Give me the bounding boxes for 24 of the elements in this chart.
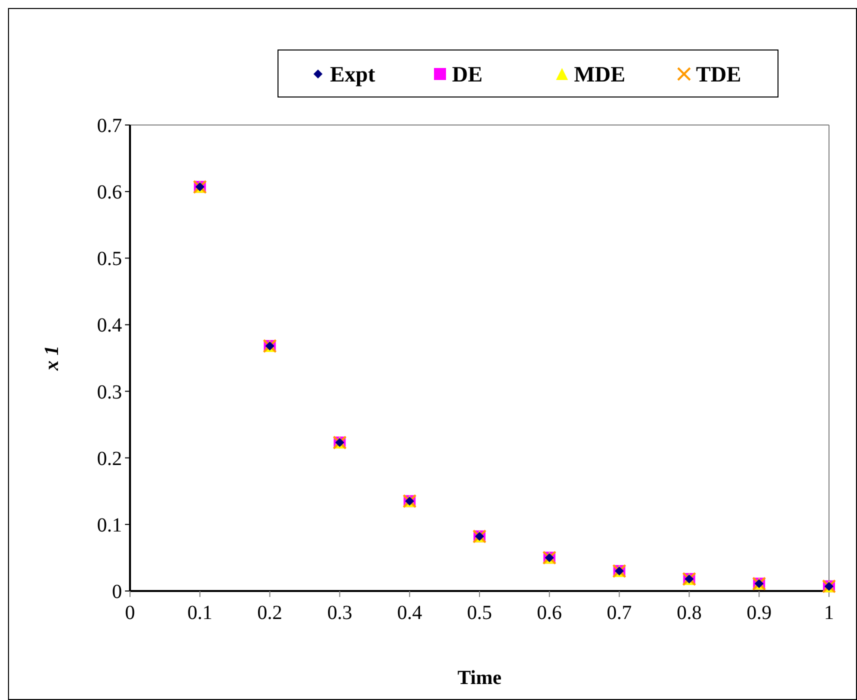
legend-label: MDE — [574, 62, 626, 87]
y-tick-label: 0.5 — [97, 248, 122, 270]
x-tick-label: 0.5 — [467, 602, 492, 624]
y-tick-label: 0.6 — [97, 182, 122, 204]
x-tick-label: 0.1 — [187, 602, 212, 624]
x-tick-label: 0.7 — [606, 602, 632, 624]
legend-label: Expt — [330, 62, 376, 87]
y-axis-title: x 1 — [41, 346, 63, 372]
x-tick-label: 0.3 — [327, 602, 352, 624]
y-tick-label: 0.2 — [97, 448, 122, 470]
x-tick-label: 0.9 — [746, 602, 772, 624]
x-tick-label: 0.6 — [536, 602, 562, 624]
y-tick-label: 0.4 — [97, 314, 122, 337]
legend-label: TDE — [696, 62, 742, 87]
x-tick-label: 0.4 — [397, 602, 422, 624]
x-tick-label: 0.2 — [257, 602, 282, 624]
x-axis-title: Time — [457, 667, 502, 689]
y-tick-label: 0.7 — [97, 115, 122, 137]
x-tick-label: 1 — [824, 602, 834, 624]
y-tick-label: 0 — [112, 581, 122, 603]
y-tick-label: 0.3 — [97, 381, 122, 404]
legend-label: DE — [452, 62, 483, 87]
y-tick-label: 0.1 — [97, 514, 122, 536]
x-tick-label: 0.8 — [676, 602, 702, 624]
